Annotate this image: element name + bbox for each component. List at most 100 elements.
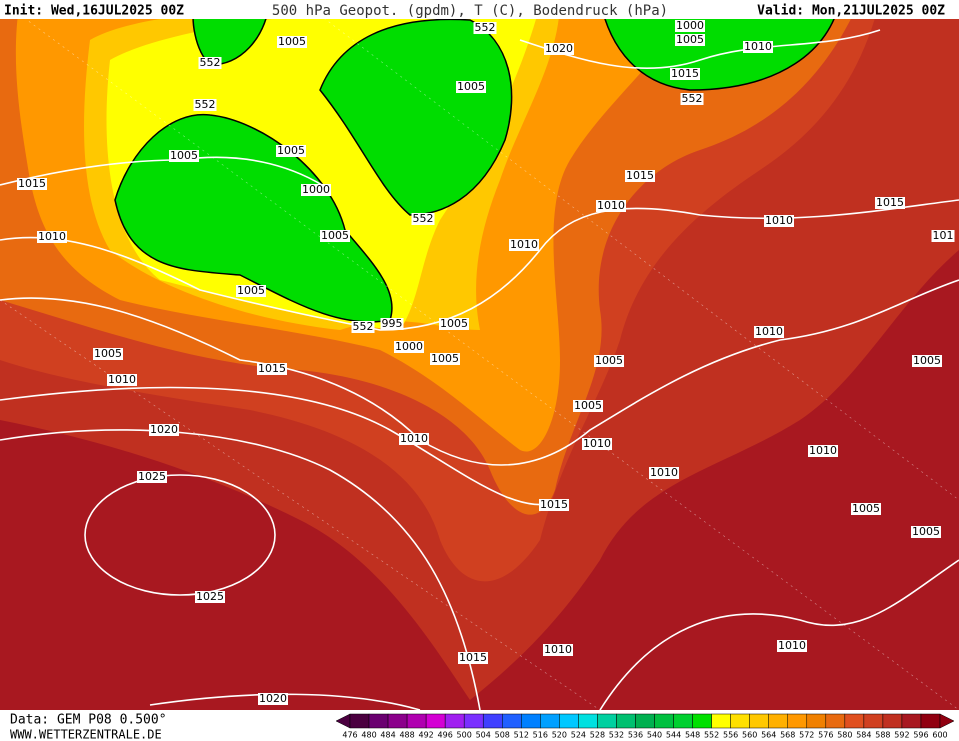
colorbar-label: 540 bbox=[647, 731, 662, 740]
colorbar-cell bbox=[463, 713, 484, 729]
colorbar: 476 480 484 488 492 496 500 504 508 512 516 520 524 5… bbox=[335, 713, 955, 740]
isobar-label-box bbox=[276, 145, 306, 157]
isobar-label: 1005 bbox=[431, 352, 459, 365]
isobar-label: 101 bbox=[933, 229, 954, 242]
isobar-label: 1005 bbox=[574, 399, 602, 412]
isobar-label: 552 bbox=[475, 21, 496, 34]
isobar-label-box bbox=[195, 591, 225, 603]
isobar-label-box bbox=[473, 22, 497, 34]
colorbar-cell bbox=[673, 713, 693, 729]
isobar bbox=[519, 29, 881, 70]
isobar-label-box bbox=[509, 239, 539, 251]
colorbar-cell bbox=[502, 713, 522, 729]
colorbar-cell bbox=[349, 713, 370, 729]
isobar-label-box bbox=[680, 93, 704, 105]
isobar-label: 1005 bbox=[457, 80, 485, 93]
colorbar-cell bbox=[406, 713, 427, 729]
isobar-label: 1005 bbox=[912, 525, 940, 538]
isobar-label: 1000 bbox=[395, 340, 423, 353]
colorbar-label: 520 bbox=[552, 731, 567, 740]
colorbar-label: 504 bbox=[476, 731, 491, 740]
isobar-label-box bbox=[399, 433, 429, 445]
isobar-label-box bbox=[754, 326, 784, 338]
isobar-label: 1010 bbox=[583, 437, 611, 450]
colorbar-cell bbox=[711, 713, 731, 729]
isobar-label: 1010 bbox=[108, 373, 136, 386]
isobar-label-box bbox=[675, 34, 705, 46]
colorbar-label: 508 bbox=[495, 731, 510, 740]
colorbar-label: 584 bbox=[856, 731, 871, 740]
colorbar-cell bbox=[368, 713, 389, 729]
colorbar-cell bbox=[540, 713, 560, 729]
colorbar-label: 592 bbox=[894, 731, 909, 740]
graticule bbox=[0, 0, 959, 710]
isobar-label: 1005 bbox=[913, 354, 941, 367]
isobar-label-box bbox=[743, 41, 773, 53]
isobar-label-box bbox=[456, 81, 486, 93]
colorbar-cell bbox=[920, 713, 941, 729]
low-pressure-zone bbox=[114, 113, 393, 323]
isobar-label: 1005 bbox=[94, 347, 122, 360]
colorbar-cell bbox=[444, 713, 465, 729]
isobar bbox=[0, 279, 959, 466]
colorbar-cell bbox=[616, 713, 636, 729]
isobar-label: 552 bbox=[353, 320, 374, 333]
isobar-label-box bbox=[539, 499, 569, 511]
colorbar-cell bbox=[578, 713, 598, 729]
isobar-label-box bbox=[582, 438, 612, 450]
colorbar-cell bbox=[806, 713, 827, 729]
isobar-label-box bbox=[808, 445, 838, 457]
isobar bbox=[149, 693, 421, 710]
isobar-label: 552 bbox=[413, 212, 434, 225]
isobar-label-box bbox=[320, 230, 350, 242]
isobar-label-box bbox=[851, 503, 881, 515]
isobar-label: 1010 bbox=[510, 238, 538, 251]
isobar-label: 1015 bbox=[540, 498, 568, 511]
isobar-label-box bbox=[198, 57, 222, 69]
colorbar-label: 492 bbox=[418, 731, 433, 740]
colorbar-label: 588 bbox=[875, 731, 890, 740]
isobar bbox=[0, 386, 561, 506]
colorbar-cell bbox=[844, 713, 865, 729]
colorbar-cell bbox=[730, 713, 750, 729]
isobar-label-box bbox=[931, 230, 955, 242]
isobar-label: 1005 bbox=[676, 33, 704, 46]
isobar-label: 1005 bbox=[852, 502, 880, 515]
isobar-label: 1020 bbox=[259, 692, 287, 705]
isobar-label: 1000 bbox=[676, 19, 704, 32]
colorbar-label: 528 bbox=[590, 731, 605, 740]
isobar-label: 1025 bbox=[138, 470, 166, 483]
isobar-label: 1015 bbox=[671, 67, 699, 80]
low-pressure-zone bbox=[319, 18, 513, 216]
isobar-label: 1010 bbox=[744, 40, 772, 53]
colorbar-label: 568 bbox=[780, 731, 795, 740]
valid-time: Valid: Mon,21JUL2025 00Z bbox=[757, 4, 945, 19]
isobar-label-box bbox=[149, 424, 179, 436]
colorbar-label: 552 bbox=[704, 731, 719, 740]
isobar-label-box bbox=[649, 467, 679, 479]
colorbar-cell bbox=[559, 713, 579, 729]
isobar-label-box bbox=[394, 341, 424, 353]
isobar-label-box bbox=[777, 640, 807, 652]
init-time: Init: Wed,16JUL2025 00Z bbox=[4, 4, 184, 19]
isobar-label: 1005 bbox=[595, 354, 623, 367]
colorbar-label: 524 bbox=[571, 731, 586, 740]
colorbar-label: 496 bbox=[438, 731, 453, 740]
isobar-label-box bbox=[458, 652, 488, 664]
colorbar-cell bbox=[768, 713, 788, 729]
colorbar-label: 560 bbox=[742, 731, 757, 740]
isobar-label: 1005 bbox=[277, 144, 305, 157]
data-source: Data: GEM P08 0.500° bbox=[10, 713, 167, 728]
isobar-label: 1005 bbox=[321, 229, 349, 242]
colorbar-label: 596 bbox=[913, 731, 928, 740]
colorbar-label: 532 bbox=[609, 731, 624, 740]
isobar-label: 1005 bbox=[278, 35, 306, 48]
isobar-label: 1010 bbox=[778, 639, 806, 652]
colorbar-label: 544 bbox=[666, 731, 681, 740]
colorbar-cell bbox=[787, 713, 808, 729]
isobar-label: 1010 bbox=[544, 643, 572, 656]
isobar-label-box bbox=[573, 400, 603, 412]
isobar-label-box bbox=[351, 321, 375, 333]
isobar-label-box bbox=[670, 68, 700, 80]
